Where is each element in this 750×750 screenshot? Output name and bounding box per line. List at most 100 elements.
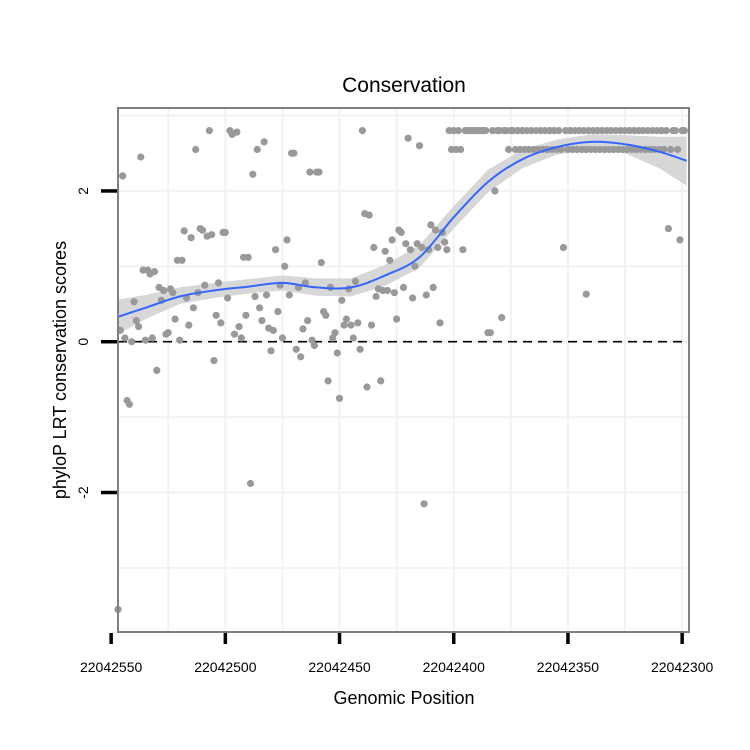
data-point <box>297 353 305 361</box>
data-point <box>315 168 323 176</box>
data-point <box>201 281 209 289</box>
data-point <box>132 317 140 325</box>
data-point <box>356 345 364 353</box>
x-tick-label: 22042300 <box>651 659 714 675</box>
data-point <box>153 366 161 374</box>
data-point <box>210 357 218 365</box>
data-point <box>137 153 145 161</box>
data-point <box>399 283 408 291</box>
data-point <box>443 246 451 254</box>
data-point <box>256 304 264 312</box>
data-point <box>425 246 433 254</box>
data-point <box>557 145 565 154</box>
y-tick-label: 0 <box>75 338 91 346</box>
data-point <box>676 236 684 244</box>
y-axis: -2 0 2 <box>75 187 117 499</box>
data-point <box>333 349 341 357</box>
data-point <box>388 236 396 244</box>
data-point <box>418 243 426 252</box>
data-point <box>324 377 332 385</box>
data-point <box>274 308 282 316</box>
y-tick-label: 2 <box>75 187 91 195</box>
data-point <box>381 247 389 255</box>
data-point <box>164 329 172 337</box>
data-point <box>178 256 186 264</box>
smooth-trend-line <box>117 140 688 318</box>
data-point <box>555 127 563 135</box>
grid <box>118 108 689 632</box>
data-point <box>411 262 419 270</box>
data-point <box>367 321 376 329</box>
data-point <box>486 329 494 337</box>
y-tick-label: -2 <box>75 486 91 499</box>
data-point <box>317 259 325 267</box>
data-point <box>272 246 280 254</box>
data-point <box>258 317 266 325</box>
plot-panel-border <box>117 107 690 633</box>
data-point <box>340 321 348 329</box>
data-point <box>660 145 668 154</box>
data-point <box>431 226 440 234</box>
data-point <box>217 319 225 327</box>
data-point <box>351 277 360 285</box>
x-axis: 22042550 22042500 22042450 22042400 22042350… <box>80 633 714 675</box>
data-point <box>559 243 568 252</box>
data-point <box>198 226 207 234</box>
data-point <box>429 283 437 291</box>
data-point <box>121 334 129 342</box>
data-point <box>212 311 220 319</box>
data-point <box>358 127 366 135</box>
data-point <box>285 291 293 299</box>
data-point <box>386 256 394 264</box>
data-point <box>397 228 405 236</box>
data-point <box>434 243 442 252</box>
data-point <box>354 319 362 327</box>
data-point <box>393 315 401 323</box>
data-point <box>664 225 673 233</box>
data-point <box>335 394 344 402</box>
data-point <box>680 127 689 135</box>
data-point <box>233 128 241 136</box>
data-point <box>338 296 346 304</box>
data-point <box>267 347 275 355</box>
data-point <box>422 291 430 299</box>
data-point <box>482 127 490 135</box>
data-point <box>135 323 143 331</box>
data-point <box>249 170 257 178</box>
x-tick-label: 22042500 <box>194 659 257 675</box>
y-axis-title: phyloP LRT conservation scores <box>50 241 70 499</box>
data-point <box>459 246 467 254</box>
x-tick-label: 22042350 <box>537 659 600 675</box>
data-point <box>436 319 444 327</box>
data-point <box>310 341 318 350</box>
scatter-points <box>114 127 689 614</box>
data-point <box>409 294 417 302</box>
data-point <box>235 323 243 331</box>
data-point <box>242 311 250 319</box>
data-point <box>491 187 499 195</box>
data-point <box>160 286 168 295</box>
data-point <box>454 127 462 135</box>
data-point <box>269 326 277 334</box>
data-point <box>306 168 314 176</box>
data-point <box>331 329 339 337</box>
data-point <box>230 330 239 338</box>
chart-title: Conservation <box>342 74 466 97</box>
data-point <box>372 292 380 301</box>
data-point <box>420 500 428 508</box>
data-point <box>150 268 159 276</box>
data-point <box>205 127 213 135</box>
data-point <box>208 231 216 239</box>
data-point <box>281 262 289 270</box>
data-point <box>349 334 357 342</box>
data-point <box>260 138 268 146</box>
data-point <box>292 345 300 353</box>
data-point <box>251 292 259 301</box>
data-point <box>406 246 414 254</box>
x-tick-label: 22042450 <box>308 659 371 675</box>
data-point <box>402 240 410 248</box>
data-point <box>141 336 149 344</box>
data-point <box>427 221 435 229</box>
data-point <box>498 314 506 322</box>
